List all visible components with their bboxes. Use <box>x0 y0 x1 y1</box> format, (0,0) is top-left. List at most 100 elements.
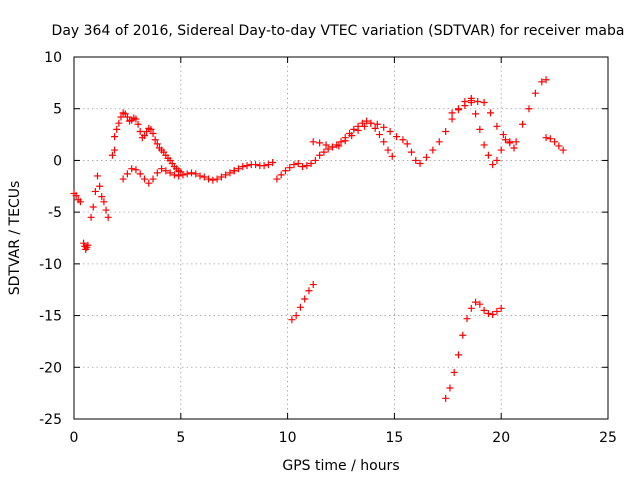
data-point <box>480 99 488 107</box>
data-point <box>226 169 234 177</box>
data-point <box>472 298 480 306</box>
data-point <box>136 127 144 135</box>
x-tick-label: 25 <box>599 430 617 446</box>
data-point <box>380 123 388 131</box>
data-point <box>497 146 505 154</box>
y-tick-label: -20 <box>39 360 62 376</box>
x-tick-label: 0 <box>70 430 79 446</box>
data-point <box>119 175 127 183</box>
x-tick-label: 15 <box>385 430 403 446</box>
series-seg-c <box>87 172 112 221</box>
data-point <box>510 144 518 152</box>
data-point <box>493 307 501 315</box>
data-point <box>467 96 475 104</box>
y-tick-label: -25 <box>39 412 62 428</box>
data-point <box>183 170 191 178</box>
series-seg-b <box>80 239 92 253</box>
y-tick-label: -10 <box>39 257 62 273</box>
data-point <box>388 152 396 160</box>
data-point <box>187 169 195 177</box>
series-seg-p <box>442 298 505 402</box>
series-seg-g <box>230 158 277 175</box>
data-point <box>158 165 166 173</box>
data-point <box>375 131 383 139</box>
data-point <box>484 310 492 318</box>
data-point <box>113 125 121 133</box>
data-point <box>162 167 170 175</box>
y-tick-label: -5 <box>48 205 62 221</box>
data-point <box>380 138 388 146</box>
data-point <box>260 162 268 170</box>
data-point <box>476 300 484 308</box>
y-tick-label: 10 <box>44 50 62 66</box>
series-seg-i <box>309 119 407 151</box>
data-point <box>273 175 281 183</box>
data-point <box>170 171 178 179</box>
y-axis-label: SDTVAR / TECUs <box>7 181 23 296</box>
data-point <box>153 140 161 148</box>
grid-lines <box>74 57 608 419</box>
data-point <box>454 106 462 114</box>
data-point <box>111 146 119 154</box>
data-point <box>147 125 155 133</box>
data-point <box>525 105 533 113</box>
data-point <box>474 97 482 105</box>
data-point <box>463 315 471 323</box>
series-seg-h <box>273 117 396 183</box>
data-point <box>311 156 319 164</box>
data-point <box>559 146 567 154</box>
data-point <box>316 139 324 147</box>
x-tick-label: 20 <box>492 430 510 446</box>
data-point <box>322 141 330 149</box>
data-point <box>407 148 415 156</box>
series-seg-n <box>542 134 567 154</box>
data-point <box>493 122 501 130</box>
data-point <box>316 151 324 159</box>
data-point <box>446 384 454 392</box>
data-point <box>493 156 501 164</box>
data-point <box>555 142 563 150</box>
data-point <box>288 316 296 324</box>
data-point <box>320 148 328 156</box>
data-point <box>290 161 298 169</box>
data-point <box>487 109 495 117</box>
data-point <box>442 394 450 402</box>
data-point <box>480 306 488 314</box>
data-point <box>542 134 550 142</box>
data-point <box>96 182 104 190</box>
data-point <box>309 281 317 289</box>
chart-title: Day 364 of 2016, Sidereal Day-to-day VTE… <box>52 23 625 39</box>
data-point <box>393 133 401 141</box>
x-tick-label: 5 <box>176 430 185 446</box>
series-seg-a <box>70 190 84 206</box>
data-points <box>70 76 567 402</box>
data-point <box>134 120 142 128</box>
data-point <box>454 351 462 359</box>
data-point <box>472 110 480 118</box>
data-point <box>299 163 307 171</box>
series-seg-d <box>108 146 119 159</box>
data-point <box>294 160 302 168</box>
data-point <box>117 113 125 121</box>
data-point <box>546 135 554 143</box>
series-seg-m <box>467 96 518 169</box>
data-point <box>128 165 136 173</box>
data-point <box>301 295 309 303</box>
data-point <box>136 170 144 178</box>
data-point <box>448 109 456 117</box>
data-point <box>132 166 140 174</box>
data-point <box>506 138 514 146</box>
data-point <box>292 312 300 320</box>
data-point <box>373 120 381 128</box>
data-point <box>153 169 161 177</box>
data-point <box>422 153 430 161</box>
data-point <box>335 142 343 150</box>
data-point <box>222 171 230 179</box>
data-point <box>350 125 358 133</box>
data-point <box>252 161 260 169</box>
data-point <box>519 120 527 128</box>
series-seg-f <box>119 165 238 187</box>
axis-ticks: 0 5 10 15 20 25 -25 -20 -15 -10 -5 0 5 10 <box>39 50 617 446</box>
y-tick-label: 0 <box>53 153 62 169</box>
